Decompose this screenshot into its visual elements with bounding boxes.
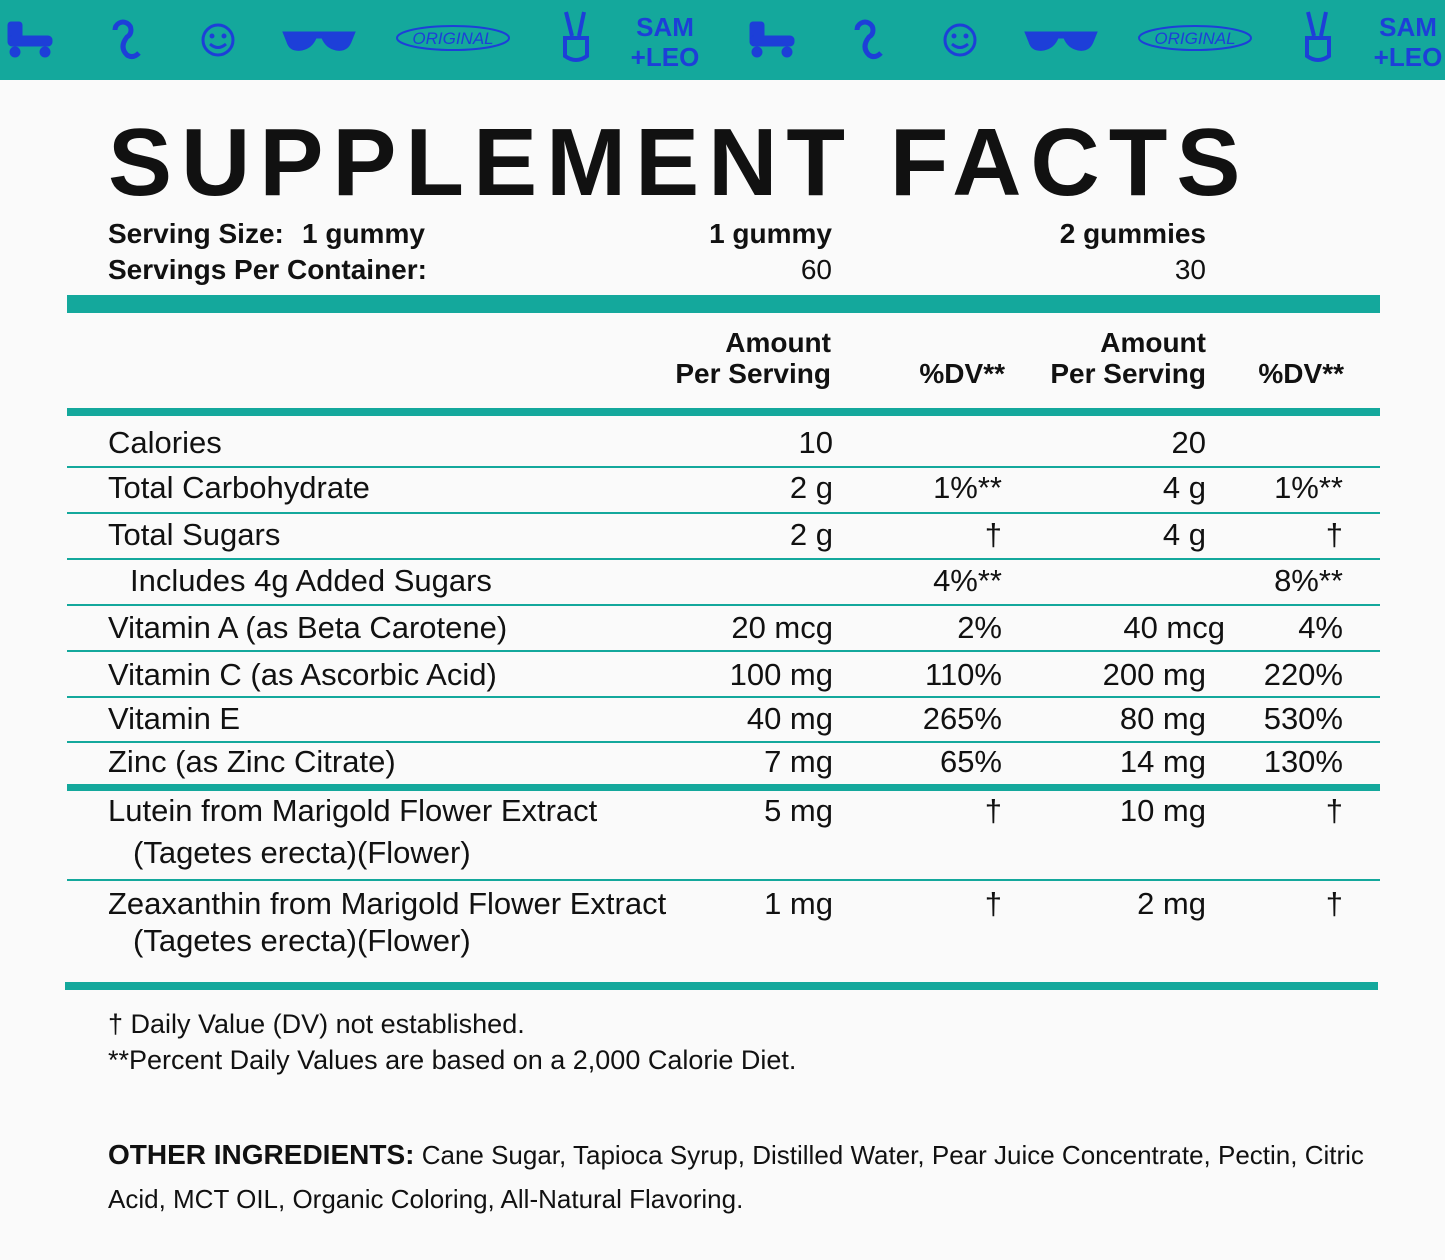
row-value: 40 mg xyxy=(746,701,833,736)
row-name: Vitamin E xyxy=(108,701,241,736)
divider xyxy=(67,696,1380,698)
divider xyxy=(67,741,1380,743)
row-value: 220% xyxy=(1263,657,1343,692)
row-value: 8%** xyxy=(1274,563,1343,598)
row-value: 14 mg xyxy=(1119,744,1206,779)
other-ingredients-text: Cane Sugar, Tapioca Syrup, Distilled Wat… xyxy=(108,1140,1364,1214)
row-name: Calories xyxy=(108,425,222,460)
column-header: Amount xyxy=(725,327,831,358)
row-value: 200 mg xyxy=(1102,657,1206,692)
serving-column: 60 xyxy=(800,254,832,285)
column-header: Per Serving xyxy=(1050,358,1206,389)
row-name: (Tagetes erecta)(Flower) xyxy=(133,923,471,958)
divider xyxy=(67,466,1380,468)
serving-column: 30 xyxy=(1174,254,1206,285)
row-name: Zinc (as Zinc Citrate) xyxy=(108,744,396,779)
row-value: 1%** xyxy=(933,470,1002,505)
row-value: 110% xyxy=(925,657,1002,692)
divider-thick xyxy=(67,295,1380,313)
row-value: 10 mg xyxy=(1119,793,1206,828)
original-label: ORIGINAL xyxy=(412,29,493,48)
banner: ORIGINAL ORIGINAL SAM +LEO SAM +LEO xyxy=(0,0,1445,80)
serving-size-label: Serving Size: xyxy=(108,218,284,249)
icon-group xyxy=(7,11,589,62)
banner-text: ORIGINAL ORIGINAL SAM +LEO SAM +LEO xyxy=(412,12,1442,72)
serving-column: 1 gummy xyxy=(709,218,832,249)
row-value: † xyxy=(1325,517,1343,552)
row-value: 20 mcg xyxy=(731,610,833,645)
other-ingredients-label: OTHER INGREDIENTS: xyxy=(108,1139,415,1170)
serving-column: 2 gummies xyxy=(1059,218,1206,249)
row-value: 130% xyxy=(1263,744,1343,779)
column-header: Per Serving xyxy=(675,358,831,389)
row-name: Includes 4g Added Sugars xyxy=(130,563,492,598)
row-value: 1 mg xyxy=(764,886,833,921)
brand-line: SAM xyxy=(636,12,694,42)
brand-line: +LEO xyxy=(1374,42,1443,72)
divider xyxy=(67,604,1380,606)
serving-size-value: 1 gummy xyxy=(302,218,425,249)
row-value: 1%** xyxy=(1274,470,1343,505)
row-value: 65% xyxy=(939,744,1002,779)
title: SUPPLEMENT FACTS xyxy=(108,109,1250,216)
column-header: %DV** xyxy=(919,358,1005,389)
row-value: 2 mg xyxy=(1137,886,1206,921)
row-value: 7 mg xyxy=(764,744,833,779)
row-value: 530% xyxy=(1263,701,1343,736)
row-name: Vitamin A (as Beta Carotene) xyxy=(108,610,508,645)
row-name: Total Carbohydrate xyxy=(108,470,370,505)
column-header: Amount xyxy=(1100,327,1206,358)
row-name: Lutein from Marigold Flower Extract xyxy=(108,793,598,828)
row-name: Vitamin C (as Ascorbic Acid) xyxy=(108,657,497,692)
row-value: 4% xyxy=(1298,610,1343,645)
row-value: † xyxy=(984,886,1002,921)
divider xyxy=(67,650,1380,652)
row-value: 265% xyxy=(922,701,1002,736)
row-name: (Tagetes erecta)(Flower) xyxy=(133,835,471,870)
row-value: 20 xyxy=(1171,425,1206,460)
banner-icons: ORIGINAL ORIGINAL SAM +LEO SAM +LEO xyxy=(7,11,1442,72)
other-ingredients: OTHER INGREDIENTS: Cane Sugar, Tapioca S… xyxy=(108,1133,1388,1221)
footnote: **Percent Daily Values are based on a 2,… xyxy=(108,1045,797,1075)
row-value: 2% xyxy=(957,610,1002,645)
divider-thick xyxy=(65,982,1378,990)
row-value: 80 mg xyxy=(1119,701,1206,736)
row-value: † xyxy=(984,793,1002,828)
brand-line: SAM xyxy=(1379,12,1437,42)
footnote: † Daily Value (DV) not established. xyxy=(108,1009,525,1039)
brand-line: +LEO xyxy=(631,42,700,72)
row-name: Total Sugars xyxy=(108,517,281,552)
divider xyxy=(67,879,1380,881)
row-value: 2 g xyxy=(789,517,833,552)
row-value: 4 g xyxy=(1162,517,1206,552)
icon-group xyxy=(749,11,1331,62)
row-value: 10 xyxy=(798,425,833,460)
divider-thick xyxy=(67,408,1380,416)
servings-per-container-label: Servings Per Container: xyxy=(108,254,427,285)
original-label: ORIGINAL xyxy=(1154,29,1235,48)
divider xyxy=(67,512,1380,514)
row-value: 4%** xyxy=(933,563,1002,598)
row-value: 2 g xyxy=(789,470,833,505)
column-header: %DV** xyxy=(1258,358,1344,389)
row-value: † xyxy=(1325,886,1343,921)
divider-thick xyxy=(67,784,1380,791)
row-value: 5 mg xyxy=(764,793,833,828)
row-value: 4 g xyxy=(1162,470,1206,505)
row-value: † xyxy=(984,517,1002,552)
row-value: 100 mg xyxy=(729,657,833,692)
row-value: 40 mcg xyxy=(1123,610,1225,645)
icons xyxy=(7,11,1331,62)
row-name: Zeaxanthin from Marigold Flower Extract xyxy=(108,886,667,921)
divider xyxy=(67,558,1380,560)
row-value: † xyxy=(1325,793,1343,828)
